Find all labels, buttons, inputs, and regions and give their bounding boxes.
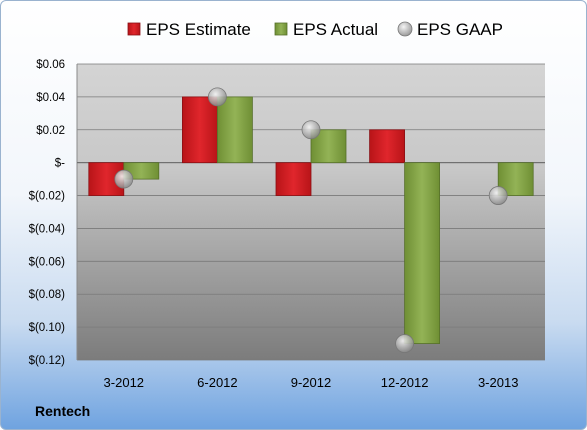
- eps-gaap-marker: [488, 186, 508, 205]
- y-tick-label: $0.02: [36, 125, 65, 137]
- y-tick-label: $(0.08): [29, 289, 66, 301]
- gaap-markers: [114, 87, 508, 353]
- eps-actual-bar: [404, 162, 441, 344]
- legend-label: EPS Estimate: [146, 20, 251, 39]
- x-tick-label: 3-2013: [478, 375, 518, 390]
- y-tick-label: $(0.06): [29, 256, 66, 268]
- x-tick-label: 12-2012: [381, 375, 429, 390]
- y-tick-label: $(0.04): [29, 223, 66, 235]
- eps-gaap-marker: [301, 120, 321, 140]
- eps-estimate-bar: [181, 96, 218, 164]
- x-tick-label: 6-2012: [197, 375, 237, 390]
- eps-estimate-bar: [369, 129, 406, 164]
- eps-gaap-legend-marker: [397, 21, 413, 37]
- x-tick-label: 3-2012: [104, 375, 144, 390]
- eps-actual-bar: [216, 96, 253, 164]
- y-tick-label: $(0.12): [29, 355, 66, 367]
- eps-estimate-legend-swatch: [127, 22, 141, 36]
- plot-area: [77, 64, 545, 360]
- y-tick-label: $0.04: [36, 92, 65, 104]
- x-tick-label: 9-2012: [291, 375, 331, 390]
- y-tick-label: $(0.10): [29, 322, 66, 334]
- eps-gaap-marker: [114, 169, 134, 189]
- legend-label: EPS Actual: [293, 20, 378, 39]
- y-tick-label: $-: [55, 158, 65, 170]
- x-axis: 3-2012 6-2012 9-2012 12-2012 3-2013: [104, 375, 519, 390]
- bars: [88, 96, 534, 344]
- eps-actual-legend-swatch: [274, 22, 288, 36]
- legend-label: EPS GAAP: [417, 20, 503, 39]
- eps-gaap-marker: [395, 334, 415, 353]
- company-name: Rentech: [35, 403, 91, 419]
- eps-estimate-bar: [275, 162, 312, 196]
- y-tick-label: $0.06: [36, 59, 65, 71]
- y-tick-label: $(0.02): [29, 191, 66, 203]
- legend: EPS Estimate EPS Actual EPS GAAP: [127, 20, 503, 39]
- y-axis: $0.06 $0.04 $0.02 $- $(0.02) $(0.04) $(0.06) $(…: [29, 59, 545, 367]
- eps-gaap-marker: [207, 87, 227, 107]
